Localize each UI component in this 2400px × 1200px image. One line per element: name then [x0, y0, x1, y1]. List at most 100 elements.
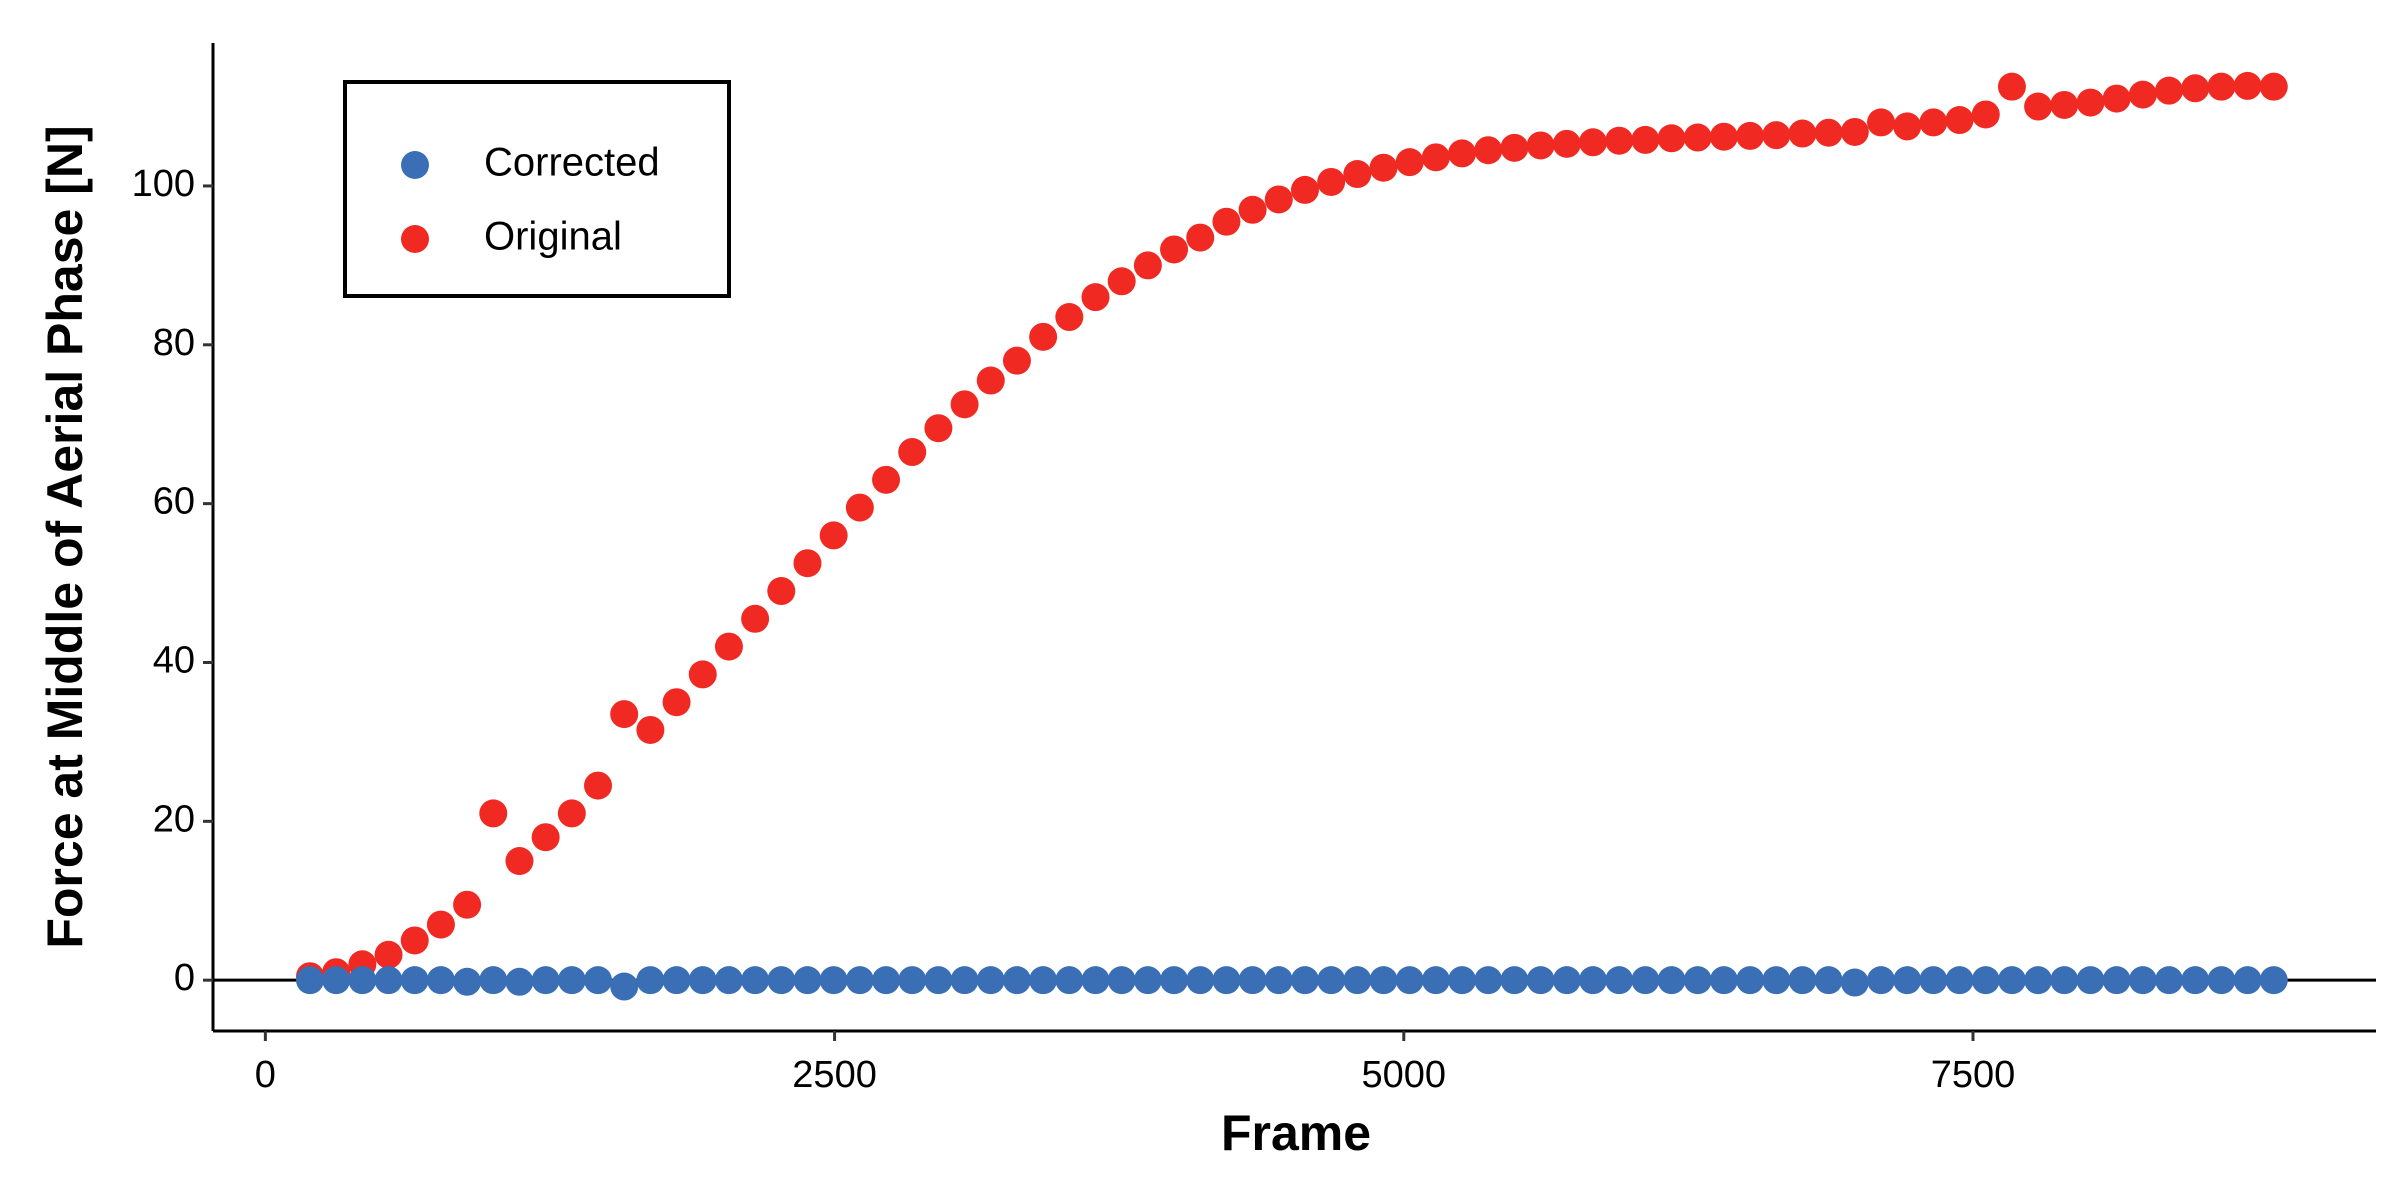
point — [662, 966, 691, 995]
legend-marker — [401, 151, 429, 179]
y-tick-label: 100 — [132, 163, 195, 205]
point — [1893, 966, 1922, 995]
point — [1160, 235, 1189, 264]
point — [374, 940, 403, 969]
point — [1893, 112, 1922, 141]
point — [1605, 126, 1634, 155]
point — [793, 966, 822, 995]
y-tick-label: 40 — [153, 640, 195, 682]
point — [557, 799, 586, 828]
point — [1788, 966, 1817, 995]
point — [1945, 106, 1974, 135]
point — [741, 966, 770, 995]
point — [1421, 143, 1450, 172]
point — [1526, 131, 1555, 160]
point — [819, 521, 848, 550]
point — [453, 890, 482, 919]
x-axis-title: Frame — [1221, 1105, 1371, 1161]
point — [1578, 128, 1607, 157]
legend-box — [343, 80, 731, 298]
point — [898, 438, 927, 467]
point — [1709, 122, 1738, 151]
point — [2155, 76, 2184, 105]
point — [1736, 966, 1765, 995]
point — [976, 366, 1005, 395]
point — [2207, 966, 2236, 995]
point — [1081, 283, 1110, 312]
point — [1317, 966, 1346, 995]
point — [348, 966, 377, 995]
point — [872, 966, 901, 995]
legend-label: Original — [484, 215, 622, 259]
point — [767, 577, 796, 606]
y-tick-label: 20 — [153, 798, 195, 840]
point — [1002, 346, 1031, 375]
point — [531, 966, 560, 995]
point — [1762, 966, 1791, 995]
point — [2102, 966, 2131, 995]
y-tick-label: 60 — [153, 481, 195, 523]
point — [426, 966, 455, 995]
point — [1002, 966, 1031, 995]
point — [1343, 966, 1372, 995]
point — [2233, 71, 2262, 100]
point — [872, 465, 901, 494]
point — [1238, 195, 1267, 224]
point — [1919, 966, 1948, 995]
point — [1552, 129, 1581, 158]
point — [1552, 966, 1581, 995]
point — [1029, 966, 1058, 995]
point — [531, 823, 560, 852]
point — [1290, 966, 1319, 995]
x-tick-label: 5000 — [1362, 1054, 1447, 1096]
x-tick-label: 2500 — [792, 1054, 877, 1096]
point — [557, 966, 586, 995]
point — [2155, 966, 2184, 995]
point — [426, 910, 455, 939]
point — [1290, 175, 1319, 204]
point — [1971, 100, 2000, 129]
point — [374, 966, 403, 995]
x-tick-label: 0 — [255, 1054, 276, 1096]
point — [1500, 133, 1529, 162]
point — [1840, 968, 1869, 997]
point — [1133, 251, 1162, 280]
point — [1867, 108, 1896, 137]
point — [1448, 139, 1477, 168]
point — [2259, 72, 2288, 101]
point — [453, 967, 482, 996]
point — [1369, 153, 1398, 182]
point — [924, 414, 953, 443]
point — [924, 966, 953, 995]
point — [610, 700, 639, 729]
x-tick-label: 7500 — [1931, 1054, 2016, 1096]
y-tick-label: 0 — [174, 957, 195, 999]
point — [636, 966, 665, 995]
point — [1736, 121, 1765, 150]
point — [1081, 966, 1110, 995]
legend-marker — [401, 225, 429, 253]
point — [1788, 119, 1817, 148]
point — [1814, 966, 1843, 995]
point — [2128, 80, 2157, 109]
point — [2128, 966, 2157, 995]
point — [1264, 185, 1293, 214]
point — [1369, 966, 1398, 995]
point — [1160, 966, 1189, 995]
point — [1945, 966, 1974, 995]
point — [1814, 118, 1843, 147]
point — [400, 926, 429, 955]
point — [295, 966, 324, 995]
point — [845, 493, 874, 522]
point — [2076, 966, 2105, 995]
point — [1264, 966, 1293, 995]
point — [950, 966, 979, 995]
point — [1631, 966, 1660, 995]
point — [584, 966, 613, 995]
point — [1997, 72, 2026, 101]
point — [322, 966, 351, 995]
point — [1657, 966, 1686, 995]
point — [1657, 124, 1686, 153]
point — [1055, 303, 1084, 332]
point — [1867, 966, 1896, 995]
